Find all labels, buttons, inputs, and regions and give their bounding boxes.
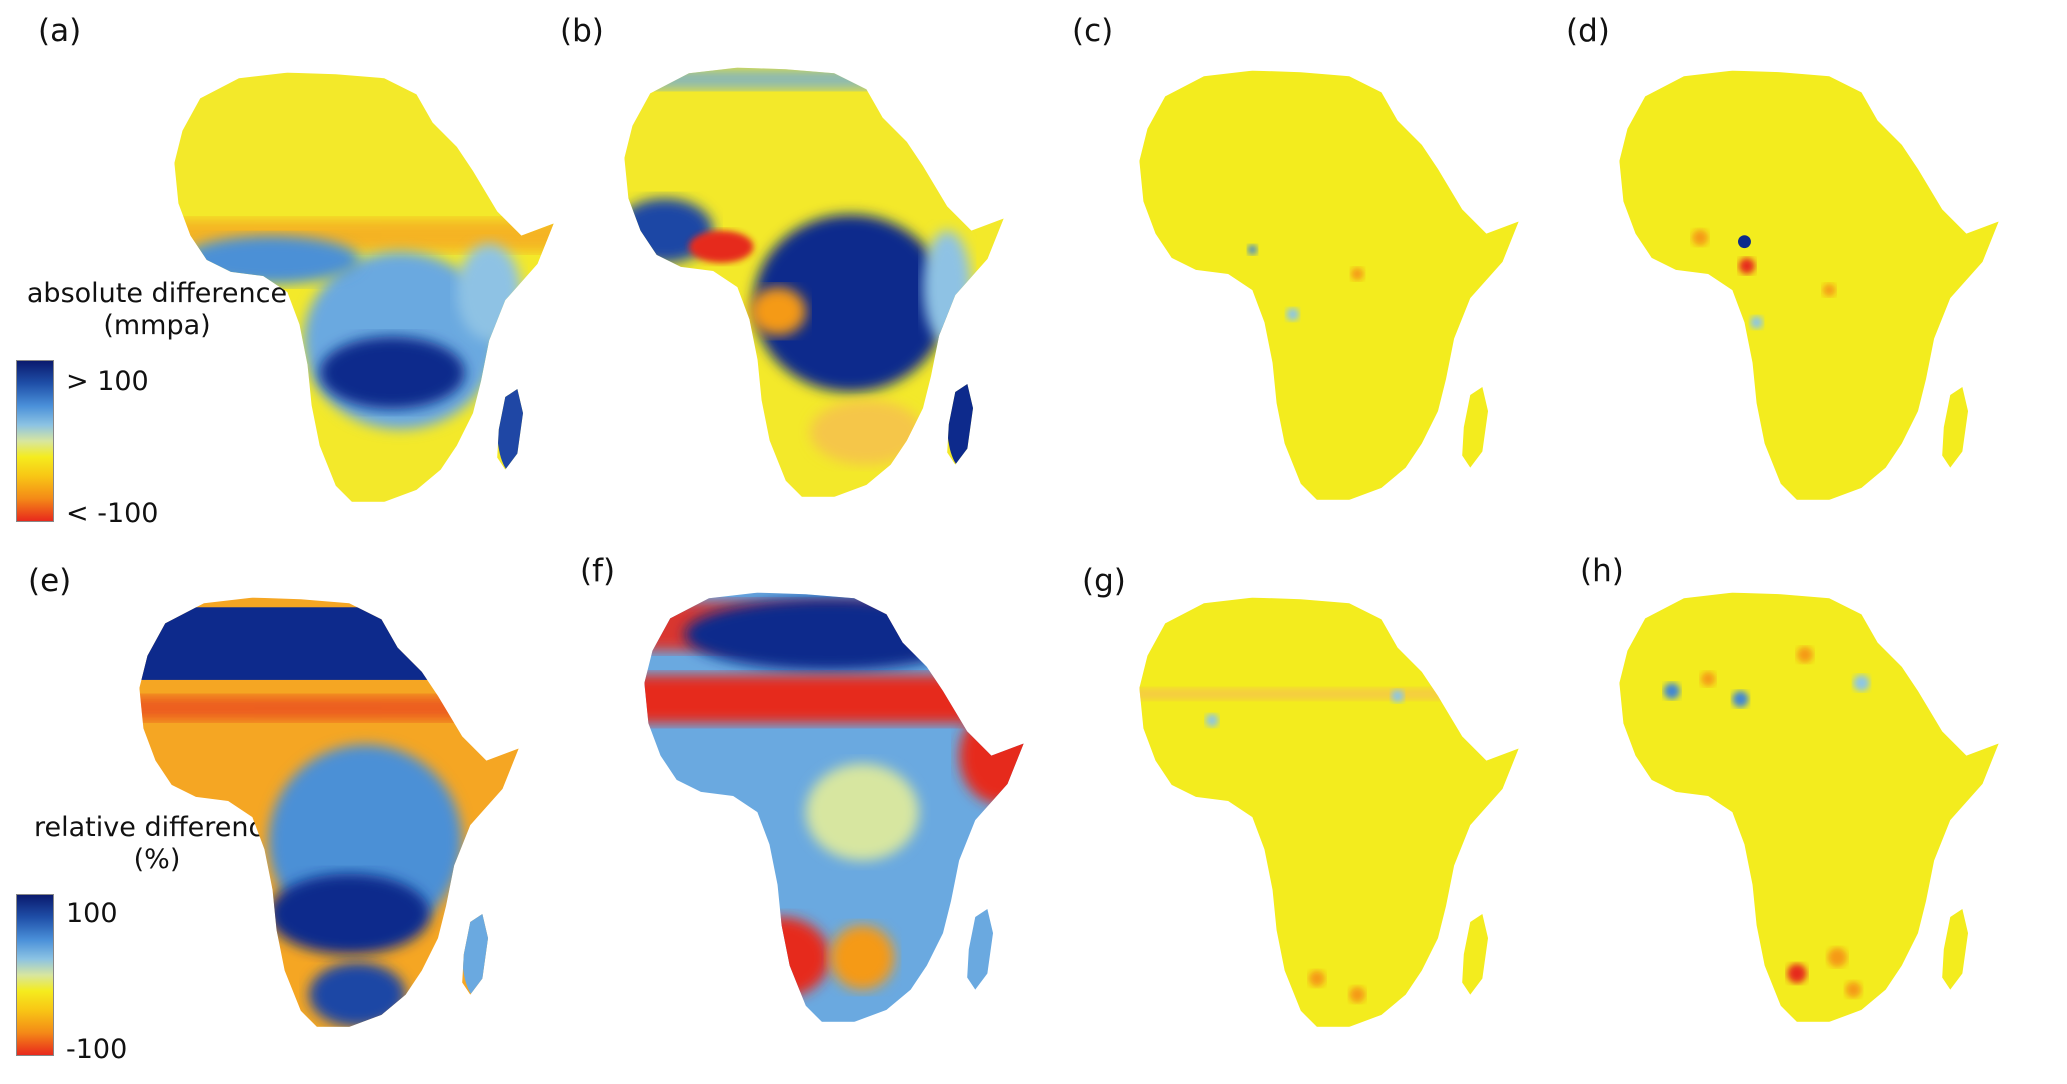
map-panel-g [1139,597,1519,1027]
panel-label-a: (a) [38,13,82,49]
colorbar-relative-max-label: 100 [66,898,118,929]
colorbar-absolute [16,360,54,522]
legend-relative-title-line1: relative difference [34,812,280,843]
panel-label-b: (b) [560,13,604,49]
legend-absolute-title: absolute difference (mmpa) [12,278,302,343]
panel-label-c: (c) [1072,13,1114,49]
panel-label-g: (g) [1082,563,1126,599]
panel-label-h: (h) [1580,553,1624,589]
colorbar-relative-min-label: -100 [66,1034,128,1065]
panel-label-d: (d) [1566,13,1610,49]
colorbar-absolute-min-label: < -100 [66,498,159,529]
panel-label-f: (f) [580,553,616,589]
map-panel-e [139,597,519,1027]
legend-relative-title: relative difference (%) [12,812,302,877]
panel-label-e: (e) [28,563,72,599]
legend-absolute-title-line1: absolute difference [26,278,288,309]
map-panel-h [1619,592,1999,1022]
map-panel-d [1619,70,1999,500]
map-panel-c [1139,70,1519,500]
map-panel-b [624,67,1004,497]
legend-absolute-title-line2: (mmpa) [103,310,211,342]
colorbar-absolute-max-label: > 100 [66,366,149,397]
map-panel-f [644,592,1024,1022]
legend-relative-title-line2: (%) [133,844,181,876]
map-panel-a [174,72,554,502]
colorbar-relative [16,894,54,1056]
